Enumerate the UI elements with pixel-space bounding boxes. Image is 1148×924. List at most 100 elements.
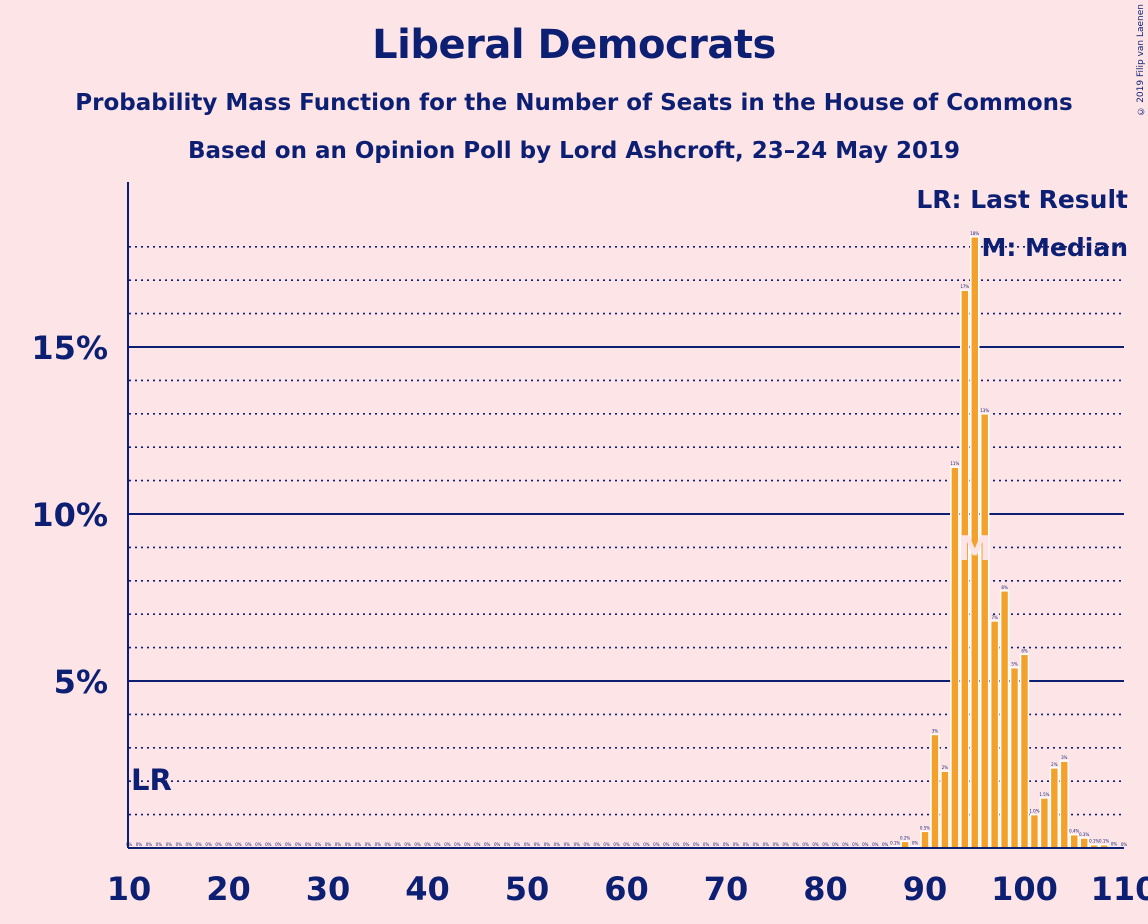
x-tick-label: 70 [704, 870, 749, 908]
zero-value-label: 0% [375, 842, 382, 847]
chart-title: Liberal Democrats [372, 22, 776, 68]
x-tick-label: 40 [405, 870, 450, 908]
bar-value-label: 1.5% [1039, 792, 1049, 797]
x-tick-label: 10 [107, 870, 152, 908]
y-tick-label: 10% [31, 496, 108, 534]
zero-value-label: 0% [454, 842, 461, 847]
zero-value-label: 0% [285, 842, 292, 847]
zero-value-label: 0% [265, 842, 272, 847]
zero-value-label: 0% [812, 842, 819, 847]
bar-value-label: 0.1% [1089, 839, 1099, 844]
zero-value-label: 0% [773, 842, 780, 847]
zero-value-label: 0% [414, 842, 421, 847]
zero-value-label: 0% [574, 842, 581, 847]
bar-value-label: 2% [1051, 762, 1058, 767]
zero-value-label: 0% [733, 842, 740, 847]
bar-seat-91 [930, 733, 940, 849]
zero-value-labels: 0% 0% 0% 0% 0% 0% 0% 0% 0% 0% 0% 0% 0% 0% 0% 0% 0% 0% 0% 0%… [126, 842, 1128, 847]
last-result-marker: LR [131, 763, 172, 797]
zero-value-label: 0% [325, 842, 332, 847]
zero-value-label: 0% [593, 842, 600, 847]
zero-value-label: 0% [385, 842, 392, 847]
bar-value-label: 0% [1111, 842, 1118, 847]
zero-value-label: 0% [653, 842, 660, 847]
bar-seat-102 [1039, 797, 1050, 849]
zero-value-label: 0% [176, 842, 183, 847]
bar-value-label: 0.4% [1069, 829, 1079, 834]
x-tick-label: 60 [604, 870, 649, 908]
bar-seat-92 [940, 770, 950, 849]
zero-value-label: 0% [424, 842, 431, 847]
bar-value-label: 0.1% [890, 840, 900, 845]
zero-value-label: 0% [464, 842, 471, 847]
zero-value-label: 0% [345, 842, 352, 847]
zero-value-label: 0% [305, 842, 312, 847]
zero-value-label: 0% [852, 842, 859, 847]
bar-seat-93 [950, 466, 960, 849]
bar-value-label: 3% [932, 728, 939, 733]
zero-value-label: 0% [822, 842, 829, 847]
zero-value-label: 0% [683, 842, 690, 847]
zero-value-label: 0% [693, 842, 700, 847]
bar-seat-99 [1009, 666, 1020, 849]
bar-seat-106 [1079, 837, 1089, 849]
zero-value-label: 0% [404, 842, 411, 847]
zero-value-label: 0% [783, 842, 790, 847]
zero-value-label: 0% [832, 842, 839, 847]
zero-value-label: 0% [584, 842, 591, 847]
bar-value-label: 6% [1021, 648, 1028, 653]
zero-value-label: 0% [792, 842, 799, 847]
zero-value-label: 0% [554, 842, 561, 847]
zero-value-label: 0% [355, 842, 362, 847]
zero-value-label: 0% [474, 842, 481, 847]
zero-value-label: 0% [186, 842, 193, 847]
bar-value-label: 7% [991, 615, 998, 620]
zero-value-label: 0% [713, 842, 720, 847]
zero-value-label: 0% [484, 842, 491, 847]
legend-median: M: Median [981, 233, 1128, 262]
median-marker: M [958, 529, 992, 569]
zero-value-label: 0% [514, 842, 521, 847]
zero-value-label: 0% [643, 842, 650, 847]
zero-value-label: 0% [663, 842, 670, 847]
zero-value-label: 0% [166, 842, 173, 847]
bar-seat-100 [1019, 653, 1030, 849]
zero-value-label: 0% [394, 842, 401, 847]
zero-value-label: 0% [434, 842, 441, 847]
axes [127, 182, 1124, 849]
zero-value-label: 0% [335, 842, 342, 847]
zero-value-label: 0% [195, 842, 202, 847]
x-tick-label: 80 [803, 870, 848, 908]
zero-value-label: 0% [245, 842, 252, 847]
legend: LR: Last Result M: Median [916, 185, 1128, 262]
bar-value-label: 0.5% [920, 825, 930, 830]
zero-value-label: 0% [613, 842, 620, 847]
y-tick-label: 15% [31, 329, 108, 367]
bar-seat-101 [1029, 813, 1040, 849]
bar-value-label: 18% [970, 231, 979, 236]
bar-value-label: 0% [912, 840, 919, 845]
x-tick-label: 110 [1091, 870, 1148, 908]
zero-value-label: 0% [802, 842, 809, 847]
bar-value-label: 0.1% [1099, 839, 1109, 844]
zero-value-label: 0% [126, 842, 133, 847]
zero-value-label: 0% [205, 842, 212, 847]
zero-value-label: 0% [743, 842, 750, 847]
zero-value-label: 0% [882, 842, 889, 847]
bar-value-label: 2% [942, 765, 949, 770]
bar-seat-105 [1069, 833, 1079, 849]
zero-value-label: 0% [444, 842, 451, 847]
zero-value-label: 0% [623, 842, 630, 847]
bar-seat-103 [1049, 767, 1060, 849]
zero-value-label: 0% [295, 842, 302, 847]
zero-value-label: 0% [365, 842, 372, 847]
bar-seat-104 [1059, 760, 1070, 849]
bar-seat-98 [999, 590, 1010, 849]
x-tick-label: 90 [903, 870, 948, 908]
bar-value-label: 3% [1061, 755, 1068, 760]
zero-value-label: 0% [633, 842, 640, 847]
bar-value-label: 17% [960, 284, 969, 289]
bar-seat-96 [979, 413, 990, 849]
bar-value-label: 8% [1001, 585, 1008, 590]
